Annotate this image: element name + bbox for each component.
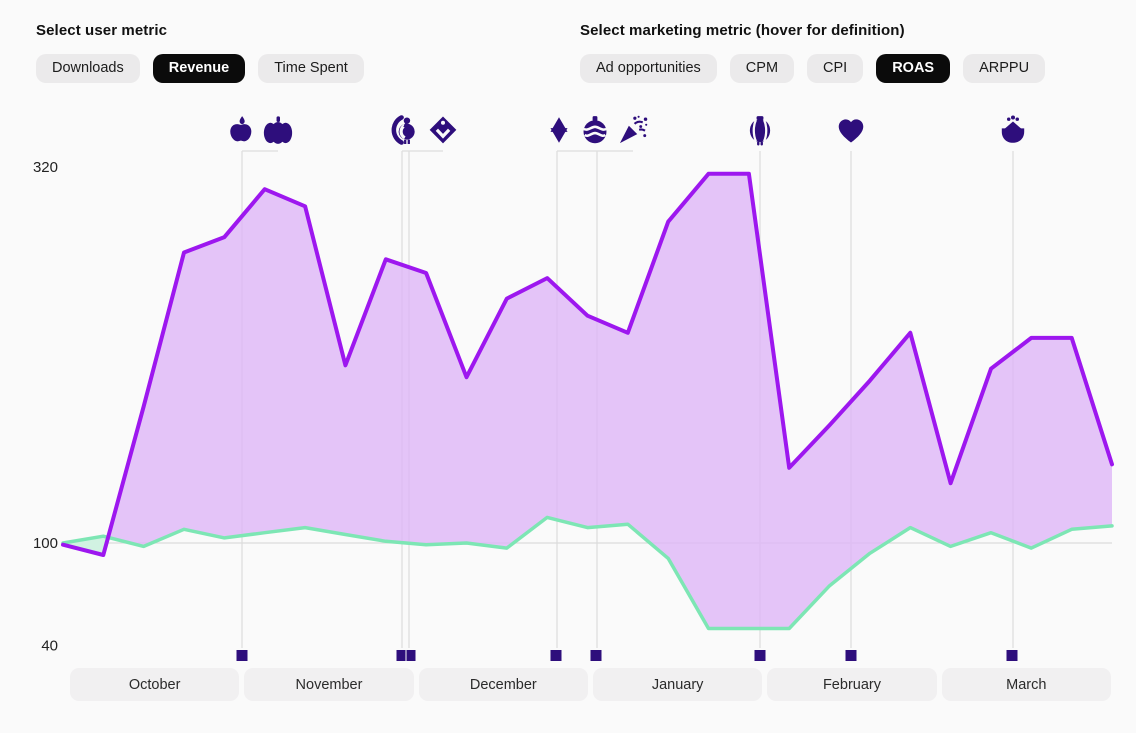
y-tick-100: 100 [33,535,58,552]
marketing-metric-label: Select marketing metric (hover for defin… [580,22,905,39]
month-button-october[interactable]: October [70,668,240,701]
lantern-icon [749,116,771,146]
event-date-marker [590,650,602,661]
ornament-icon [583,116,607,144]
user-metric-label: Select user metric [36,22,168,39]
event-date-marker [1006,650,1018,661]
marketing-metric-button-cpi[interactable]: CPI [807,54,864,83]
event-date-marker [236,650,248,661]
marketing-metric-button-cpm[interactable]: CPM [729,54,795,83]
roas-line [61,515,1114,631]
turkey-icon [391,115,415,145]
revenue-roas-band-fill [63,173,1112,629]
pot-of-gold-icon [1001,115,1025,143]
marketing-metric-group: Select marketing metric (hover for defin… [580,22,1046,83]
roas-above-revenue-fill [63,536,109,555]
apple-icon [230,116,252,142]
marketing-metric-button-ad-opportunities[interactable]: Ad opportunities [580,54,717,83]
heart-icon [838,119,864,143]
month-button-february[interactable]: February [767,668,937,701]
user-metric-button-downloads[interactable]: Downloads [36,54,140,83]
y-tick-320: 320 [33,159,58,176]
price-tag-icon [429,116,457,144]
user-metric-buttons: Downloads Revenue Time Spent [36,54,364,83]
star-of-david-icon [550,117,568,143]
month-button-march[interactable]: March [941,668,1111,701]
marketing-metric-button-roas[interactable]: ROAS [876,54,951,83]
marketing-metric-buttons: Ad opportunities CPM CPI ROAS ARPPU [580,54,1046,83]
user-metric-button-revenue[interactable]: Revenue [152,54,246,83]
month-button-november[interactable]: November [244,668,414,701]
event-date-marker [396,650,406,661]
y-tick-40: 40 [41,638,58,655]
event-date-marker [845,650,857,661]
month-axis: October November December January February Ma… [70,668,1111,701]
user-metric-button-time-spent[interactable]: Time Spent [258,54,364,83]
event-date-marker [406,650,416,661]
event-date-marker [550,650,562,661]
holiday-metrics-chart: 320 100 40 [33,115,1114,661]
revenue-line [61,171,1114,557]
party-popper-icon [619,115,648,144]
month-button-december[interactable]: December [418,668,588,701]
marketing-metric-button-arppu[interactable]: ARPPU [963,54,1046,83]
pumpkin-icon [263,116,293,144]
month-button-january[interactable]: January [592,668,763,701]
event-date-marker [754,650,766,661]
user-metric-group: Select user metric Downloads Revenue Time … [36,22,364,83]
